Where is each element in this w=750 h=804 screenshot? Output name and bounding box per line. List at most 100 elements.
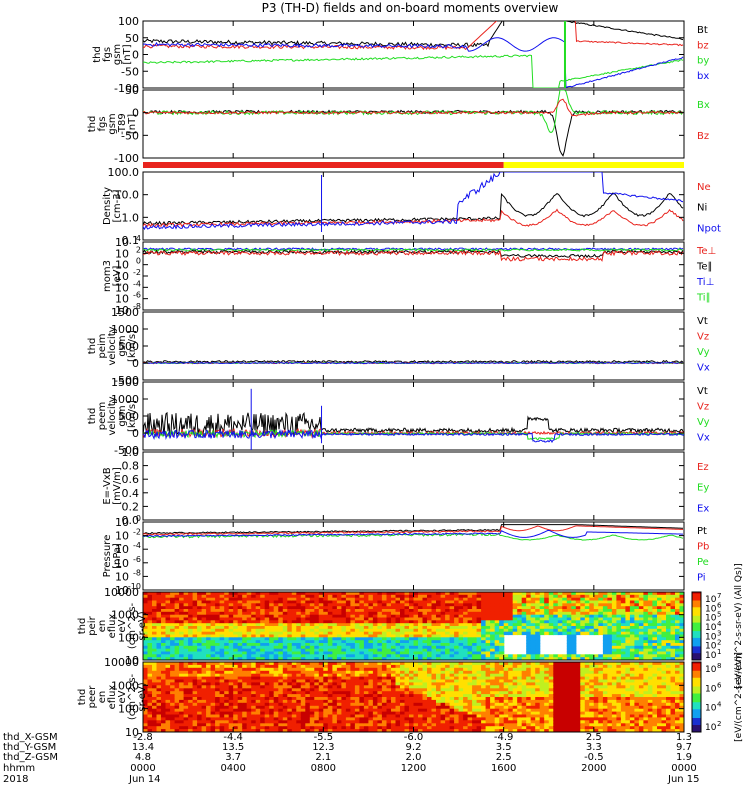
- heatmap-cell: [310, 595, 315, 598]
- heatmap-cell: [522, 603, 527, 606]
- heatmap-cell: [332, 668, 337, 672]
- heatmap-cell: [314, 720, 319, 724]
- heatmap-cell: [418, 720, 423, 724]
- heatmap-cell: [323, 703, 328, 707]
- heatmap-cell: [414, 668, 419, 672]
- heatmap-cell: [400, 595, 405, 598]
- heatmap-cell: [531, 612, 536, 615]
- heatmap-cell: [238, 646, 243, 649]
- heatmap-cell: [454, 629, 459, 632]
- heatmap-cell: [206, 703, 211, 707]
- heatmap-cell: [350, 629, 355, 632]
- heatmap-cell: [278, 703, 283, 707]
- heatmap-cell: [630, 629, 635, 632]
- heatmap-cell: [355, 646, 360, 649]
- y-tick-exponent: 0: [136, 514, 141, 523]
- legend-entry: Ex: [697, 503, 709, 514]
- heatmap-cell: [179, 703, 184, 707]
- heatmap-cell: [193, 685, 198, 689]
- heatmap-cell: [423, 654, 428, 657]
- heatmap-cell: [486, 629, 491, 632]
- heatmap-cell: [157, 685, 162, 689]
- heatmap-cell: [508, 612, 513, 615]
- heatmap-cell: [450, 595, 455, 598]
- heatmap-cell: [175, 654, 180, 657]
- heatmap-cell: [215, 629, 220, 632]
- heatmap-cell: [229, 620, 234, 623]
- heatmap-cell: [157, 637, 162, 640]
- heatmap-cell: [184, 654, 189, 657]
- heatmap-cell: [166, 646, 171, 649]
- heatmap-cell: [305, 703, 310, 707]
- heatmap-cell: [368, 646, 373, 649]
- heatmap-cell: [350, 603, 355, 606]
- heatmap-cell: [598, 595, 603, 598]
- heatmap-cell: [463, 612, 468, 615]
- heatmap-cell: [373, 603, 378, 606]
- heatmap-cell: [657, 646, 662, 649]
- heatmap-cell: [197, 612, 202, 615]
- heatmap-cell: [260, 703, 265, 707]
- heatmap-cell: [278, 668, 283, 672]
- heatmap-cell: [346, 612, 351, 615]
- heatmap-cell: [175, 603, 180, 606]
- heatmap-cell: [332, 637, 337, 640]
- heatmap-cell: [450, 629, 455, 632]
- heatmap-cell: [265, 612, 270, 615]
- heatmap-cell: [301, 654, 306, 657]
- heatmap-cell: [161, 685, 166, 689]
- heatmap-cell: [432, 612, 437, 615]
- heatmap-cell: [341, 629, 346, 632]
- heatmap-cell: [662, 646, 667, 649]
- heatmap-cell: [265, 620, 270, 623]
- heatmap-cell: [193, 703, 198, 707]
- colorbar-tick-label: 10: [705, 651, 717, 661]
- panel-frame: [143, 382, 684, 450]
- heatmap-cell: [468, 603, 473, 606]
- heatmap-cell: [454, 685, 459, 689]
- legend-entry: Bz: [697, 131, 709, 142]
- heatmap-cell: [238, 629, 243, 632]
- heatmap-cell: [585, 595, 590, 598]
- heatmap-cell: [490, 595, 495, 598]
- heatmap-cell: [319, 620, 324, 623]
- y-axis-label: [km/s]: [127, 330, 138, 362]
- heatmap-cell: [423, 637, 428, 640]
- heatmap-cell: [427, 646, 432, 649]
- heatmap-cell: [558, 620, 563, 623]
- heatmap-cell: [323, 595, 328, 598]
- heatmap-cell: [373, 595, 378, 598]
- heatmap-cell: [152, 654, 157, 657]
- series-te-perp: [143, 251, 683, 261]
- heatmap-cell: [170, 654, 175, 657]
- heatmap-cell: [184, 703, 189, 707]
- heatmap-cell: [463, 603, 468, 606]
- heatmap-cell: [233, 668, 238, 672]
- heatmap-cell: [526, 603, 531, 606]
- heatmap-cell: [229, 629, 234, 632]
- heatmap-cell: [301, 612, 306, 615]
- heatmap-cell: [499, 603, 504, 606]
- heatmap-cell: [576, 612, 581, 615]
- heatmap-cell: [607, 603, 612, 606]
- heatmap-cell: [522, 612, 527, 615]
- heatmap-cell: [441, 646, 446, 649]
- heatmap-cell: [477, 654, 482, 657]
- heatmap-cell: [278, 646, 283, 649]
- heatmap-cell: [323, 637, 328, 640]
- heatmap-cell: [396, 668, 401, 672]
- heatmap-cell: [499, 620, 504, 623]
- heatmap-cell: [472, 646, 477, 649]
- heatmap-cell: [625, 629, 630, 632]
- heatmap-cell: [445, 595, 450, 598]
- heatmap-cell: [274, 637, 279, 640]
- heatmap-cell: [161, 720, 166, 724]
- heatmap-cell: [220, 612, 225, 615]
- heatmap-cell: [549, 612, 554, 615]
- heatmap-cell: [671, 637, 676, 640]
- heatmap-cell: [391, 703, 396, 707]
- heatmap-cell: [157, 646, 162, 649]
- heatmap-cell: [468, 629, 473, 632]
- heatmap-cell: [170, 668, 175, 672]
- heatmap-cell: [269, 637, 274, 640]
